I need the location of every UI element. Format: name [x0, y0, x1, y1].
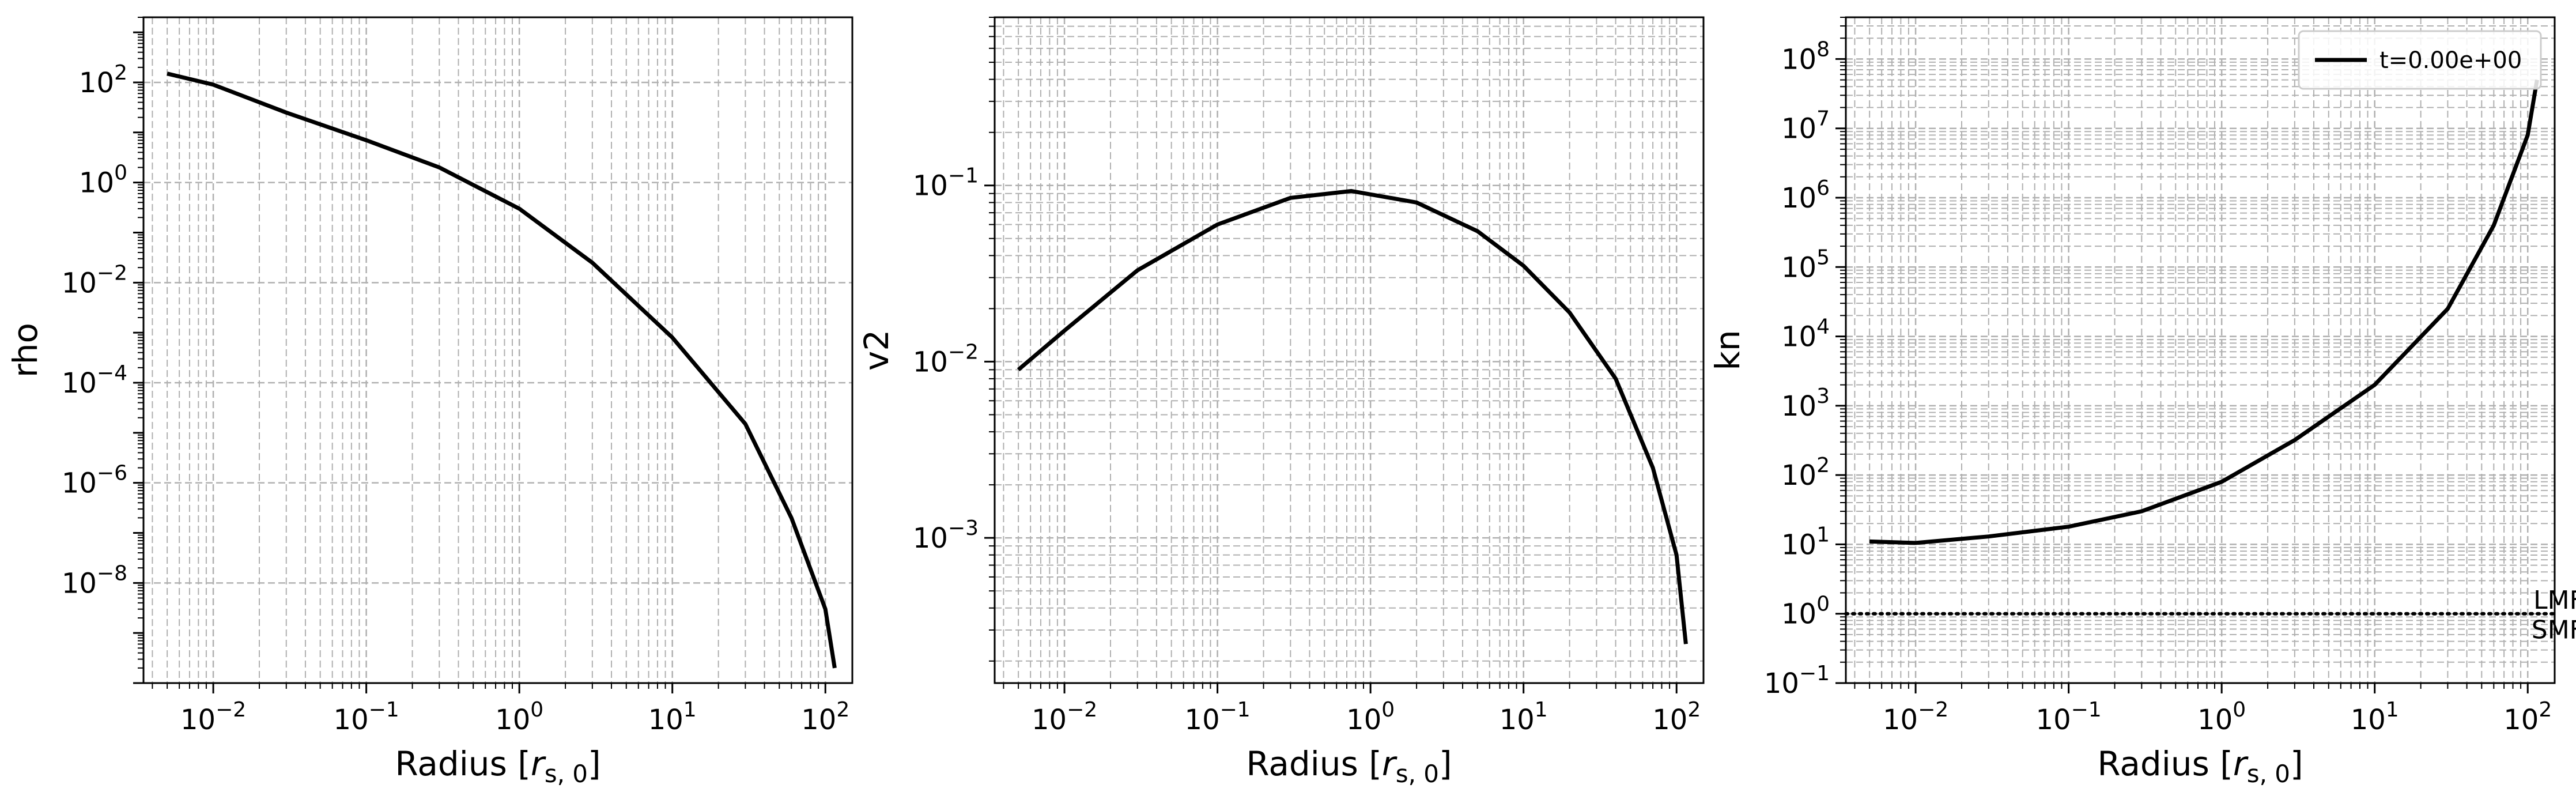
chart-panel-rho: 10−2 10−1 100 101 102 10−8 10−6 10−4 10−2 100 102 R…: [6, 16, 853, 788]
series-line: [1869, 80, 2539, 545]
y-axis-label: rho: [6, 323, 45, 378]
x-ticks: 10−2 10−1 100 101 102: [1003, 683, 1701, 736]
series-line: [167, 71, 837, 669]
plot-area: [995, 17, 1704, 683]
y-tick-label: 100: [79, 161, 127, 199]
x-tick-label: 102: [1652, 698, 1701, 736]
y-axis-label: v2: [857, 330, 896, 371]
x-tick-label: 101: [2351, 698, 2399, 736]
y-tick-label: 10−1: [913, 164, 979, 202]
y-ticks: 10−1 100 101 102 103 104 105 106 107 108: [1764, 17, 1846, 700]
x-tick-label: 10−1: [2036, 698, 2102, 736]
legend-box: [2298, 30, 2542, 90]
x-tick-label: 102: [2503, 698, 2552, 736]
y-tick-label: 10−2: [62, 261, 127, 299]
series-line: [1017, 188, 1688, 644]
x-ticks: 10−2 10−1 100 101 102: [152, 683, 849, 736]
y-ticks: 10−3 10−2 10−1: [913, 17, 995, 662]
x-tick-label: 10−1: [334, 698, 399, 736]
y-tick-label: 10−8: [62, 561, 127, 599]
legend-entry: t=0.00e+00: [2379, 47, 2522, 74]
x-tick-label: 10−1: [1185, 698, 1251, 736]
x-grid: [1003, 17, 1678, 683]
y-ticks: 10−8 10−6 10−4 10−2 100 102: [62, 17, 143, 684]
x-tick-label: 100: [2197, 698, 2246, 736]
x-axis-label: Radius [rs, 0]: [395, 744, 600, 788]
y-grid: [1846, 17, 2555, 684]
y-tick-label: 106: [1781, 176, 1830, 214]
x-grid: [152, 17, 826, 683]
y-tick-label: 10−2: [913, 340, 979, 378]
x-tick-label: 10−2: [180, 698, 246, 736]
legend: t=0.00e+00: [2298, 30, 2542, 90]
x-tick-label: 101: [648, 698, 697, 736]
y-tick-label: 102: [79, 61, 127, 99]
plot-area: [1846, 17, 2555, 683]
axes-frame: [142, 16, 853, 684]
y-tick-label: 10−3: [913, 516, 979, 555]
y-tick-label: 10−6: [62, 462, 127, 500]
chart-panel-v2: 10−2 10−1 100 101 102 10−3 10−2 10−1 Radius [rs,…: [857, 16, 1705, 788]
x-tick-label: 101: [1499, 698, 1548, 736]
y-tick-label: 108: [1781, 37, 1830, 76]
x-axis-label: Radius [rs, 0]: [1246, 744, 1452, 788]
y-tick-label: 105: [1781, 246, 1830, 284]
chart-panel-kn: LMFPSMFPt=0.00e+0010−210−110010110210−11…: [1708, 16, 2576, 788]
y-grid: [995, 17, 1704, 662]
x-tick-label: 10−2: [1032, 698, 1097, 736]
x-tick-label: 100: [495, 698, 543, 736]
y-tick-label: 101: [1781, 523, 1830, 561]
axes-frame: [994, 16, 1705, 684]
plot-area: [143, 17, 852, 683]
axes-frame: [1845, 16, 2556, 684]
x-tick-label: 102: [801, 698, 849, 736]
y-tick-label: 103: [1781, 384, 1830, 423]
y-tick-label: 100: [1781, 593, 1830, 631]
x-axis-label: Radius [rs, 0]: [2097, 744, 2303, 788]
x-ticks: 10−2 10−1 100 101 102: [1854, 683, 2552, 736]
annotation-smfp: SMFP: [2532, 615, 2576, 644]
x-tick-label: 100: [1346, 698, 1395, 736]
x-tick-label: 10−2: [1883, 698, 1948, 736]
y-tick-label: 10−1: [1764, 662, 1830, 700]
y-axis-label: kn: [1708, 330, 1747, 370]
y-tick-label: 107: [1781, 107, 1830, 145]
y-tick-label: 104: [1781, 315, 1830, 353]
y-tick-label: 102: [1781, 454, 1830, 492]
y-tick-label: 10−4: [62, 361, 127, 399]
